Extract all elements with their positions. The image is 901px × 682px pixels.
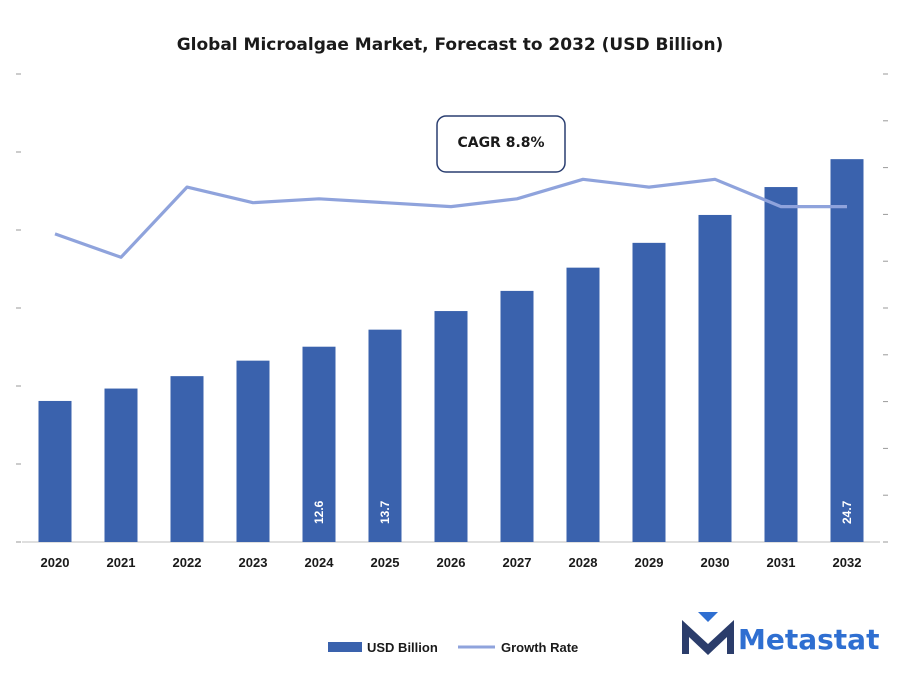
legend: USD Billion Growth Rate [328, 640, 578, 655]
bar-2024 [302, 346, 336, 542]
x-tick-2022: 2022 [173, 555, 202, 570]
x-tick-2027: 2027 [503, 555, 532, 570]
growth-rate-series [54, 177, 847, 259]
x-tick-2023: 2023 [239, 555, 268, 570]
cagr-annotation: CAGR 8.8% [436, 115, 566, 173]
bar-value-label-2032: 24.7 [840, 500, 854, 524]
bar-2027 [500, 290, 534, 542]
bar-2032 [830, 159, 864, 542]
x-tick-2025: 2025 [371, 555, 400, 570]
cagr-box [436, 115, 566, 173]
x-tick-2026: 2026 [437, 555, 466, 570]
growth-rate-line [54, 177, 847, 259]
bar-2028 [566, 267, 600, 542]
bar-2026 [434, 311, 468, 542]
right-axis [883, 73, 888, 543]
bar-2020 [38, 400, 72, 542]
bar-value-label-2025: 13.7 [378, 500, 392, 524]
bar-2025 [368, 329, 402, 542]
bar-2030 [698, 214, 732, 542]
bar-series [38, 159, 864, 543]
x-tick-2021: 2021 [107, 555, 136, 570]
bar-2023 [236, 360, 270, 542]
x-tick-2032: 2032 [833, 555, 862, 570]
legend-bar-label: USD Billion [367, 640, 438, 655]
x-tick-2030: 2030 [701, 555, 730, 570]
brand-name: Metastat [738, 623, 879, 656]
bar-2031 [764, 187, 798, 543]
legend-line-label: Growth Rate [501, 640, 578, 655]
bar-2029 [632, 242, 666, 542]
x-tick-2020: 2020 [41, 555, 70, 570]
metastat-m-logo-icon [682, 612, 734, 655]
metastat-logo: Metastat [682, 612, 879, 656]
x-tick-2029: 2029 [635, 555, 664, 570]
x-tick-2024: 2024 [305, 555, 335, 570]
bar-2021 [104, 388, 138, 542]
x-tick-labels: 2020 2021 2022 2023 2024 2025 2026 2027 2028 2029… [41, 555, 862, 570]
x-tick-2031: 2031 [767, 555, 796, 570]
left-axis [16, 73, 21, 543]
bar-data-labels: 12.6 13.7 24.7 [312, 500, 854, 524]
chart-title: Global Microalgae Market, Forecast to 20… [177, 35, 724, 55]
legend-bar-swatch [328, 642, 362, 652]
x-tick-2028: 2028 [569, 555, 598, 570]
bar-value-label-2024: 12.6 [312, 500, 326, 524]
bar-2022 [170, 376, 204, 542]
cagr-label: CAGR 8.8% [457, 135, 544, 151]
